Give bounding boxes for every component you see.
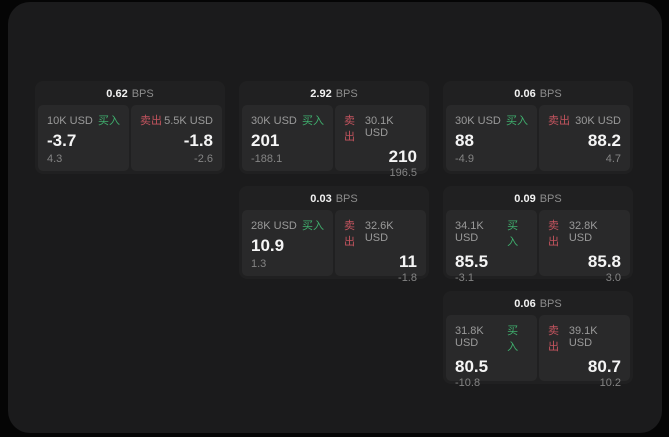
- buy-label: 买入: [507, 325, 519, 353]
- sell-label: 卖出: [344, 115, 355, 143]
- card-header: 0.06 BPS: [446, 294, 630, 315]
- buy-amount: 30K USD: [455, 115, 501, 127]
- sell-label: 卖出: [344, 220, 355, 248]
- bps-unit-label: BPS: [539, 193, 562, 205]
- buy-delta: 4.3: [47, 153, 63, 165]
- sell-panel[interactable]: 卖出 30K USD 88.2 4.7: [539, 105, 630, 171]
- card-header: 0.09 BPS: [446, 189, 630, 210]
- bps-value: 2.92: [310, 88, 332, 100]
- card-header: 0.06 BPS: [446, 84, 630, 105]
- sell-label: 卖出: [548, 115, 570, 127]
- buy-delta: 1.3: [251, 258, 267, 270]
- sell-price: 85.8: [587, 252, 621, 271]
- quote-card: 0.62 BPS 10K USD 买入 -3.7 4.3 卖出 5.5K USD: [35, 81, 225, 174]
- sell-panel[interactable]: 卖出 32.8K USD 85.8 3.0: [539, 210, 630, 284]
- bps-unit-label: BPS: [539, 298, 562, 310]
- sell-panel[interactable]: 卖出 32.6K USD 11 -1.8: [335, 210, 426, 284]
- sell-delta: 196.5: [389, 167, 417, 179]
- bps-value: 0.09: [514, 193, 536, 205]
- quote-cards-grid: 0.62 BPS 10K USD 买入 -3.7 4.3 卖出 5.5K USD: [35, 81, 633, 389]
- sell-delta: 4.7: [605, 153, 621, 165]
- sell-price: 11: [399, 252, 417, 271]
- sell-label: 卖出: [548, 325, 559, 353]
- sell-delta: -2.6: [194, 153, 213, 165]
- quote-card: 2.92 BPS 30K USD 买入 201 -188.1 卖出 30.1K U…: [239, 81, 429, 179]
- bps-value: 0.62: [106, 88, 128, 100]
- quote-card: 0.06 BPS 30K USD 买入 88 -4.9 卖出 30K USD: [443, 81, 633, 174]
- sell-amount: 5.5K USD: [164, 115, 213, 127]
- buy-panel[interactable]: 10K USD 买入 -3.7 4.3: [38, 105, 129, 171]
- buy-delta: -188.1: [251, 153, 283, 165]
- sell-delta: 10.2: [599, 377, 621, 389]
- buy-amount: 34.1K USD: [455, 220, 484, 244]
- sell-delta: 3.0: [605, 272, 621, 284]
- buy-panel[interactable]: 31.8K USD 买入 80.5 -10.8: [446, 315, 537, 389]
- sell-amount: 32.8K USD: [568, 220, 598, 244]
- buy-label: 买入: [302, 115, 324, 127]
- buy-amount: 10K USD: [47, 115, 93, 127]
- quote-card: 0.06 BPS 31.8K USD 买入 80.5 -10.8 卖出 39.1K…: [443, 291, 633, 389]
- sell-label: 卖出: [140, 115, 162, 127]
- buy-label: 买入: [507, 220, 519, 248]
- buy-price: 80.5: [455, 357, 489, 376]
- buy-amount: 28K USD: [251, 220, 297, 232]
- quote-card: 0.03 BPS 28K USD 买入 10.9 1.3 卖出 32.6K USD: [239, 186, 429, 284]
- sell-panel[interactable]: 卖出 30.1K USD 210 196.5: [335, 105, 426, 179]
- bps-unit-label: BPS: [335, 88, 358, 100]
- bps-unit-label: BPS: [539, 88, 562, 100]
- sell-amount: 30.1K USD: [364, 115, 394, 139]
- buy-price: 85.5: [455, 252, 489, 271]
- buy-delta: -3.1: [455, 272, 474, 284]
- quote-card: 0.09 BPS 34.1K USD 买入 85.5 -3.1 卖出 32.8K …: [443, 186, 633, 284]
- buy-price: 88: [455, 131, 474, 150]
- buy-delta: -4.9: [455, 153, 474, 165]
- bps-unit-label: BPS: [131, 88, 154, 100]
- buy-panel[interactable]: 30K USD 买入 201 -188.1: [242, 105, 333, 171]
- buy-amount: 31.8K USD: [455, 325, 484, 349]
- bps-value: 0.06: [514, 88, 536, 100]
- buy-panel[interactable]: 34.1K USD 买入 85.5 -3.1: [446, 210, 537, 284]
- bps-value: 0.06: [514, 298, 536, 310]
- sell-panel[interactable]: 卖出 39.1K USD 80.7 10.2: [539, 315, 630, 389]
- buy-label: 买入: [506, 115, 528, 127]
- main-panel: 0.62 BPS 10K USD 买入 -3.7 4.3 卖出 5.5K USD: [8, 2, 662, 433]
- sell-amount: 30K USD: [575, 115, 621, 127]
- buy-label: 买入: [98, 115, 120, 127]
- buy-panel[interactable]: 28K USD 买入 10.9 1.3: [242, 210, 333, 276]
- bps-unit-label: BPS: [335, 193, 358, 205]
- buy-price: -3.7: [47, 131, 77, 150]
- sell-label: 卖出: [548, 220, 559, 248]
- card-header: 2.92 BPS: [242, 84, 426, 105]
- sell-price: 210: [388, 147, 417, 166]
- buy-price: 10.9: [251, 236, 285, 255]
- sell-price: -1.8: [183, 131, 213, 150]
- sell-delta: -1.8: [398, 272, 417, 284]
- buy-label: 买入: [302, 220, 324, 232]
- buy-delta: -10.8: [455, 377, 481, 389]
- sell-amount: 39.1K USD: [568, 325, 598, 349]
- sell-amount: 32.6K USD: [364, 220, 394, 244]
- sell-price: 80.7: [587, 357, 621, 376]
- buy-price: 201: [251, 131, 280, 150]
- sell-price: 88.2: [587, 131, 621, 150]
- card-header: 0.03 BPS: [242, 189, 426, 210]
- bps-value: 0.03: [310, 193, 332, 205]
- card-header: 0.62 BPS: [38, 84, 222, 105]
- sell-panel[interactable]: 卖出 5.5K USD -1.8 -2.6: [131, 105, 222, 171]
- buy-panel[interactable]: 30K USD 买入 88 -4.9: [446, 105, 537, 171]
- buy-amount: 30K USD: [251, 115, 297, 127]
